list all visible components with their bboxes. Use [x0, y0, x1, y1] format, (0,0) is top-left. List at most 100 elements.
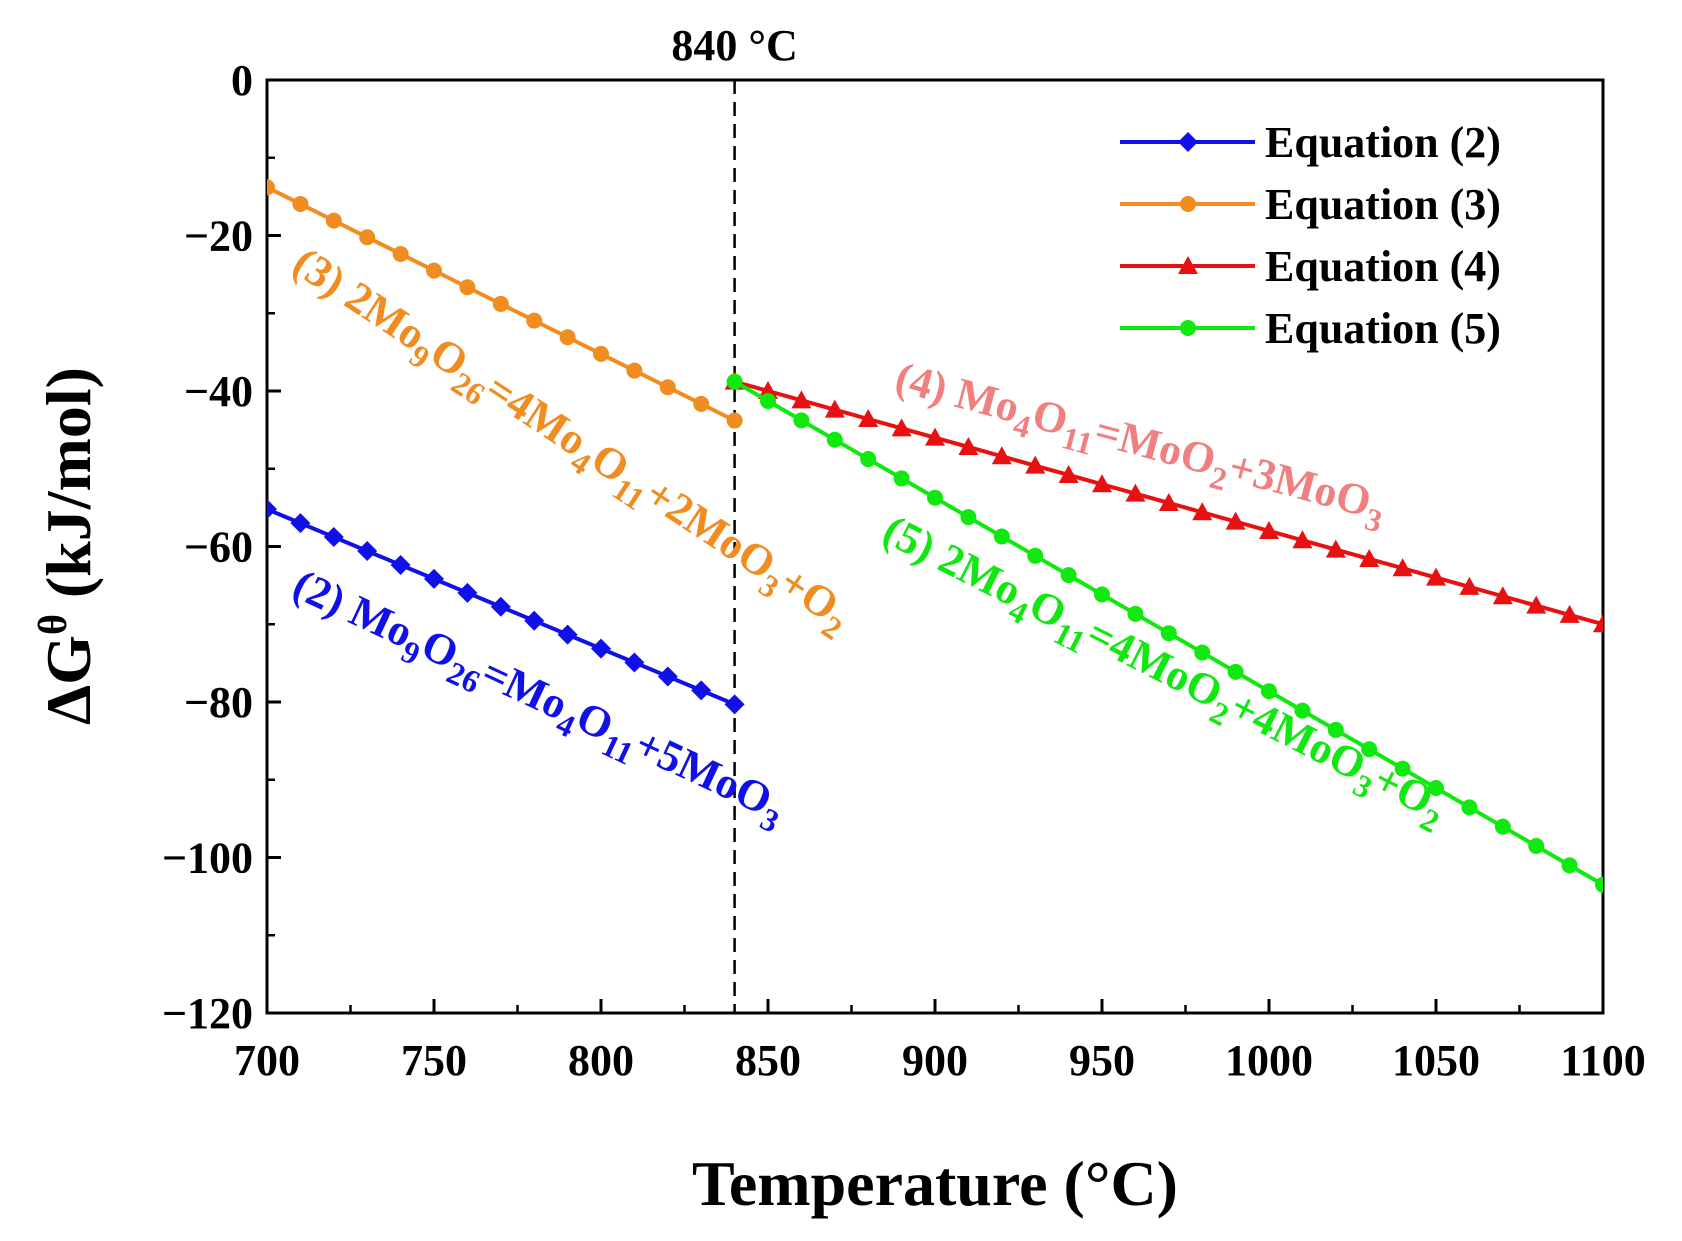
data-point [1094, 586, 1110, 603]
series-1 [267, 499, 745, 715]
data-point [323, 527, 344, 548]
data-point [1194, 644, 1211, 661]
data-point [1526, 595, 1547, 614]
y-tick-label: 0 [231, 56, 253, 105]
data-point [1327, 721, 1344, 738]
annotation-text: +5MoO [628, 719, 780, 825]
data-point [960, 509, 977, 526]
data-point [860, 451, 877, 468]
data-point [1494, 818, 1511, 835]
data-point [1158, 492, 1179, 511]
legend-label: Equation (2) [1265, 118, 1501, 167]
data-point [390, 554, 411, 575]
data-point [1292, 530, 1313, 549]
data-point [1394, 760, 1411, 777]
annotation-text: +3MoO [1224, 442, 1377, 527]
legend-item: Equation (4) [1120, 242, 1501, 291]
data-point [424, 568, 444, 589]
x-tick-label: 1050 [1392, 1036, 1480, 1085]
data-point [1060, 567, 1077, 584]
data-point [760, 393, 776, 410]
data-point [991, 446, 1012, 465]
data-point [559, 329, 576, 346]
annotation-text: +2MoO [637, 469, 785, 589]
data-point [490, 596, 511, 617]
legend-label: Equation (4) [1265, 242, 1501, 291]
data-point [593, 345, 609, 362]
data-point [1593, 614, 1603, 633]
data-point [492, 295, 509, 312]
annotation-text: (3) 2Mo [285, 237, 435, 359]
data-point [557, 624, 578, 645]
data-point [927, 489, 943, 506]
legend-item: Equation (5) [1120, 304, 1501, 353]
data-point [267, 499, 277, 520]
x-tick-label: 950 [1069, 1036, 1135, 1085]
series-4 [726, 373, 1603, 893]
data-point [1426, 567, 1446, 586]
y-axis-title-sup: θ [30, 614, 75, 635]
series-2 [267, 179, 743, 429]
data-point [524, 610, 545, 631]
data-point [292, 195, 309, 212]
data-point [791, 390, 812, 409]
y-axis-title-suffix: (kJ/mol) [33, 367, 104, 614]
series-layer [267, 179, 1603, 893]
data-point [1261, 683, 1277, 700]
data-point [457, 582, 478, 603]
data-point [426, 262, 442, 279]
data-point [1492, 586, 1513, 605]
data-point [1025, 455, 1046, 474]
x-tick-label: 900 [902, 1036, 968, 1085]
annotation-eq2: (2) Mo9O26=Mo4O11+5MoO3 [282, 560, 794, 840]
data-point [1225, 511, 1246, 530]
y-tick-label: −100 [162, 834, 253, 883]
x-tick-label: 750 [401, 1036, 467, 1085]
x-tick-label: 700 [234, 1036, 300, 1085]
data-point [858, 408, 879, 427]
y-tick-label: −120 [162, 989, 253, 1038]
data-point [1127, 605, 1144, 622]
data-point [691, 680, 712, 701]
data-point [1192, 502, 1213, 521]
data-point [958, 436, 979, 455]
data-point [1180, 320, 1196, 336]
annotation-text: (4) Mo [890, 352, 1024, 432]
data-point [1595, 876, 1603, 893]
data-point [1027, 547, 1044, 564]
data-point [726, 412, 743, 429]
y-axis-title-prefix: ΔG [33, 635, 104, 725]
data-point [1180, 196, 1196, 212]
data-point [1058, 464, 1079, 483]
data-point [526, 312, 543, 329]
data-point [1178, 132, 1198, 152]
data-point [826, 431, 843, 448]
data-point [1461, 799, 1478, 816]
data-point [1361, 741, 1378, 758]
y-tick-label: −40 [184, 367, 253, 416]
data-point [693, 395, 710, 412]
data-point [1428, 779, 1444, 796]
data-point [1294, 702, 1311, 719]
reference-line-label: 840 °C [671, 21, 797, 70]
data-point [724, 694, 745, 715]
annotation-eq3: (3) 2Mo9O26=4Mo4O11+2MoO3+O2 [280, 237, 861, 646]
data-point [1528, 838, 1545, 855]
y-tick-label: −60 [184, 523, 253, 572]
data-point [824, 399, 845, 418]
data-point [591, 638, 611, 659]
x-tick-label: 1100 [1560, 1036, 1646, 1085]
legend: Equation (2) Equation (3) Equation (4) Equa… [1120, 118, 1501, 353]
x-axis-title: Temperature (°C) [692, 1148, 1178, 1219]
data-point [459, 279, 476, 296]
data-point [659, 379, 676, 396]
legend-label: Equation (3) [1265, 180, 1501, 229]
data-point [1325, 539, 1346, 558]
data-point [1160, 625, 1177, 642]
data-point [893, 470, 910, 487]
x-tick-label: 1000 [1225, 1036, 1313, 1085]
y-axis: 0 −20 −40 −60 −80 −100 −120 [162, 56, 281, 1038]
annotation-text: +4MoO [1223, 681, 1374, 790]
series-3 [724, 371, 1603, 633]
data-point [657, 666, 678, 687]
